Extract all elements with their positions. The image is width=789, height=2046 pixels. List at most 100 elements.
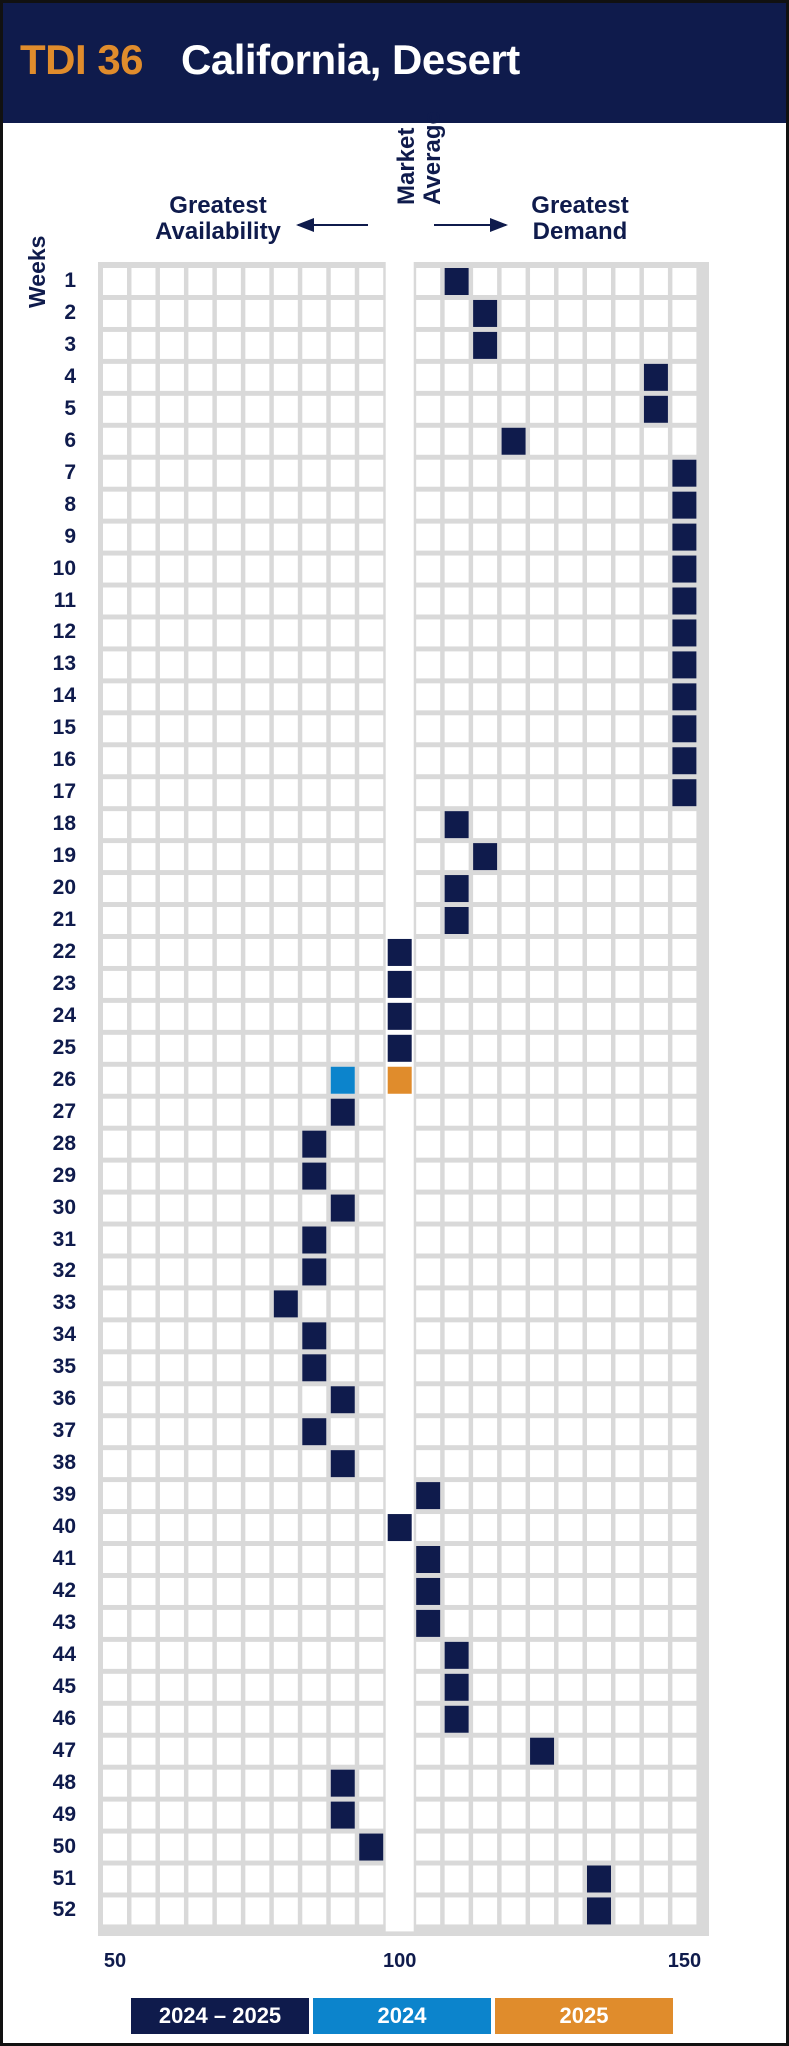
grid-cell — [558, 970, 583, 998]
grid-cell — [615, 1609, 640, 1637]
grid-cell — [216, 779, 241, 807]
grid-cell — [558, 1673, 583, 1701]
grid-cell — [530, 555, 555, 583]
grid-cell — [615, 651, 640, 679]
data-cell-week-28 — [302, 1130, 327, 1158]
grid-cell — [416, 747, 441, 775]
grid-cell — [273, 1897, 298, 1925]
grid-cell — [302, 1098, 327, 1126]
grid-cell — [216, 427, 241, 455]
grid-cell — [672, 970, 697, 998]
grid-cell — [643, 1098, 668, 1126]
grid-cell — [103, 1130, 127, 1158]
grid-cell — [273, 715, 298, 743]
grid-cell — [131, 1673, 156, 1701]
grid-cell — [501, 1609, 526, 1637]
grid-cell — [131, 331, 156, 359]
grid-cell — [530, 779, 555, 807]
grid-cell — [501, 1226, 526, 1254]
data-cell-week-25 — [387, 1034, 412, 1062]
grid-cell — [643, 1705, 668, 1733]
grid-cell — [245, 1322, 270, 1350]
grid-cell — [586, 1194, 611, 1222]
grid-cell — [245, 395, 270, 423]
grid-cell — [643, 1130, 668, 1158]
data-cell-week-36 — [330, 1386, 355, 1414]
header-bar: TDI 36 California, Desert — [3, 3, 786, 123]
grid-cell — [216, 268, 241, 295]
grid-cell — [273, 1386, 298, 1414]
grid-cell — [245, 1705, 270, 1733]
grid-cell — [672, 1514, 697, 1542]
week-label: 4 — [64, 364, 76, 388]
grid-cell — [330, 619, 355, 647]
grid-cell — [188, 1705, 213, 1733]
grid-cell — [359, 715, 384, 743]
region-code: TDI 36 — [20, 36, 144, 83]
grid-cell — [444, 1386, 469, 1414]
grid-cell — [159, 907, 184, 934]
grid-cell — [473, 1066, 498, 1094]
grid-cell — [302, 1801, 327, 1829]
grid-cell — [103, 1162, 127, 1190]
grid-cell — [245, 1386, 270, 1414]
grid-cell — [216, 587, 241, 615]
grid-cell — [501, 970, 526, 998]
grid-cell — [302, 1450, 327, 1478]
grid-cell — [103, 268, 127, 295]
grid-cell — [586, 1769, 611, 1797]
grid-cell — [131, 1290, 156, 1318]
grid-cell — [501, 331, 526, 359]
grid-cell — [159, 1162, 184, 1190]
grid-cell — [558, 491, 583, 519]
grid-cell — [501, 1482, 526, 1510]
grid-cell — [530, 1673, 555, 1701]
grid-cell — [615, 683, 640, 711]
grid-cell — [672, 1098, 697, 1126]
grid-cell — [131, 1546, 156, 1573]
grid-cell — [615, 1354, 640, 1382]
grid-cell — [188, 1002, 213, 1030]
grid-cell — [273, 1354, 298, 1382]
grid-cell — [615, 1833, 640, 1861]
grid-cell — [359, 1737, 384, 1765]
week-label: 21 — [52, 908, 76, 931]
grid-cell — [188, 747, 213, 775]
grid-cell — [501, 1865, 526, 1893]
grid-cell — [416, 555, 441, 583]
grid-cell — [558, 1386, 583, 1414]
grid-cell — [216, 1673, 241, 1701]
grid-cell — [643, 938, 668, 966]
grid-cell — [188, 619, 213, 647]
grid-cell — [245, 587, 270, 615]
grid-cell — [103, 523, 127, 551]
grid-cell — [302, 363, 327, 391]
grid-cell — [558, 395, 583, 423]
grid-cell — [444, 1418, 469, 1446]
grid-cell — [558, 427, 583, 455]
grid-cell — [359, 651, 384, 679]
week-label: 42 — [52, 1578, 76, 1602]
grid-cell — [615, 1705, 640, 1733]
grid-cell — [330, 1354, 355, 1382]
grid-cell — [159, 1865, 184, 1893]
week-label: 19 — [52, 844, 76, 868]
grid-cell — [530, 1226, 555, 1254]
grid-cell — [188, 1801, 213, 1829]
grid-cell — [444, 1450, 469, 1478]
grid-cell — [672, 1673, 697, 1701]
data-cell-week-13 — [672, 651, 697, 679]
grid-cell — [131, 1769, 156, 1797]
grid-cell — [444, 1290, 469, 1318]
grid-cell — [273, 970, 298, 998]
grid-cell — [245, 427, 270, 455]
grid-cell — [302, 1066, 327, 1094]
grid-cell — [103, 427, 127, 455]
grid-cell — [643, 268, 668, 295]
grid-cell — [188, 363, 213, 391]
grid-cell — [501, 1769, 526, 1797]
grid-cell — [302, 1705, 327, 1733]
grid-cell — [558, 1162, 583, 1190]
grid-cell — [501, 1130, 526, 1158]
grid-cell — [159, 299, 184, 327]
